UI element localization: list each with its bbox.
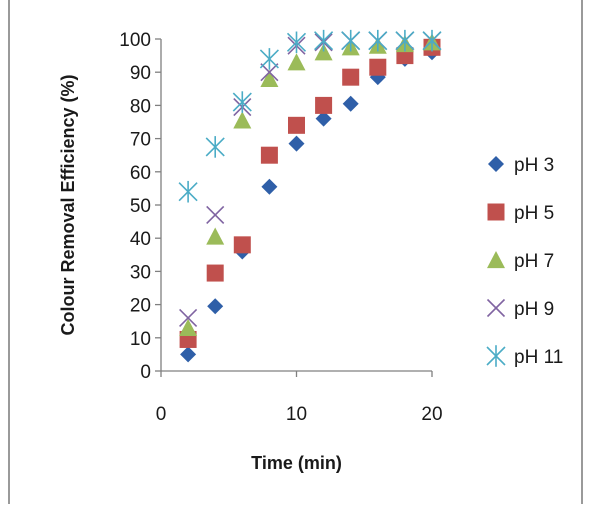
y-axis-title: Colour Removal Efficiency (%)	[58, 74, 78, 335]
legend-marker	[486, 298, 506, 318]
data-point	[288, 116, 305, 134]
data-point	[179, 308, 198, 327]
x-axis-title: Time (min)	[251, 453, 342, 473]
marker-stroke	[206, 205, 225, 225]
data-point	[288, 135, 305, 152]
data-point	[261, 178, 278, 195]
data-point	[369, 58, 387, 76]
data-point	[205, 136, 225, 158]
data-point	[341, 29, 361, 52]
x-tick-label: 10	[286, 404, 307, 425]
data-point	[206, 205, 225, 225]
y-tick-label: 10	[130, 329, 151, 350]
y-tick-label: 80	[130, 96, 151, 117]
series-ph-9	[179, 31, 442, 327]
y-tick-label: 90	[130, 63, 151, 84]
series-ph-3	[180, 44, 440, 363]
y-tick-label: 30	[130, 262, 151, 283]
data-point	[179, 318, 198, 336]
data-points	[178, 29, 442, 363]
data-point	[233, 236, 251, 254]
marker-stroke	[260, 63, 279, 82]
series-ph-11	[178, 29, 442, 203]
legend-label: pH 5	[514, 203, 554, 224]
y-tick-label: 100	[119, 30, 151, 51]
data-point	[260, 146, 278, 164]
legend-label: pH 9	[514, 299, 554, 320]
data-point	[260, 63, 279, 82]
legend-marker	[488, 156, 504, 172]
data-point	[260, 69, 279, 87]
marker-stroke	[179, 308, 198, 327]
y-tick-label: 0	[140, 362, 151, 383]
legend-marker	[487, 203, 505, 221]
scatter-chart: 0 10 20 30 40 50 60 70 80 90 100 0 10 20 pH 3 pH 5 pH 7…	[58, 29, 563, 473]
data-point	[232, 91, 252, 113]
data-point	[314, 29, 334, 52]
y-tick-label: 20	[130, 296, 151, 317]
x-tick-label: 20	[421, 404, 442, 425]
legend-label: pH 7	[514, 251, 554, 272]
legend-marker	[486, 345, 506, 367]
data-point	[422, 29, 442, 52]
data-point	[206, 264, 224, 282]
series-ph-5	[179, 38, 441, 348]
data-point	[259, 48, 279, 70]
data-point	[286, 31, 307, 54]
data-point	[395, 29, 415, 52]
chart-frame: 0 10 20 30 40 50 60 70 80 90 100 0 10 20 pH 3 pH 5 pH 7…	[8, 0, 583, 504]
data-point	[342, 95, 359, 112]
series-ph-7	[179, 33, 441, 336]
data-point	[314, 43, 333, 61]
legend-label: pH 3	[514, 155, 554, 176]
data-point	[368, 29, 388, 52]
data-point	[315, 110, 332, 127]
data-point	[287, 53, 306, 71]
data-point	[180, 346, 197, 363]
data-point	[206, 227, 225, 245]
data-point	[233, 111, 252, 129]
data-point	[178, 180, 198, 203]
y-tick-label: 70	[130, 130, 151, 151]
tick-labels: 0 10 20 30 40 50 60 70 80 90 100 0 10 20	[119, 30, 442, 425]
legend-label: pH 11	[514, 347, 563, 368]
legend: pH 3 pH 5 pH 7 pH 9 pH 11	[486, 155, 563, 368]
data-point	[315, 96, 333, 114]
y-tick-label: 40	[130, 229, 151, 250]
data-point	[342, 68, 360, 86]
x-tick-label: 0	[156, 404, 167, 425]
marker-stroke	[486, 298, 506, 318]
data-point	[207, 298, 224, 315]
legend-marker	[487, 251, 505, 269]
axes	[155, 38, 433, 377]
y-tick-label: 60	[130, 163, 151, 184]
y-tick-label: 50	[130, 196, 151, 217]
